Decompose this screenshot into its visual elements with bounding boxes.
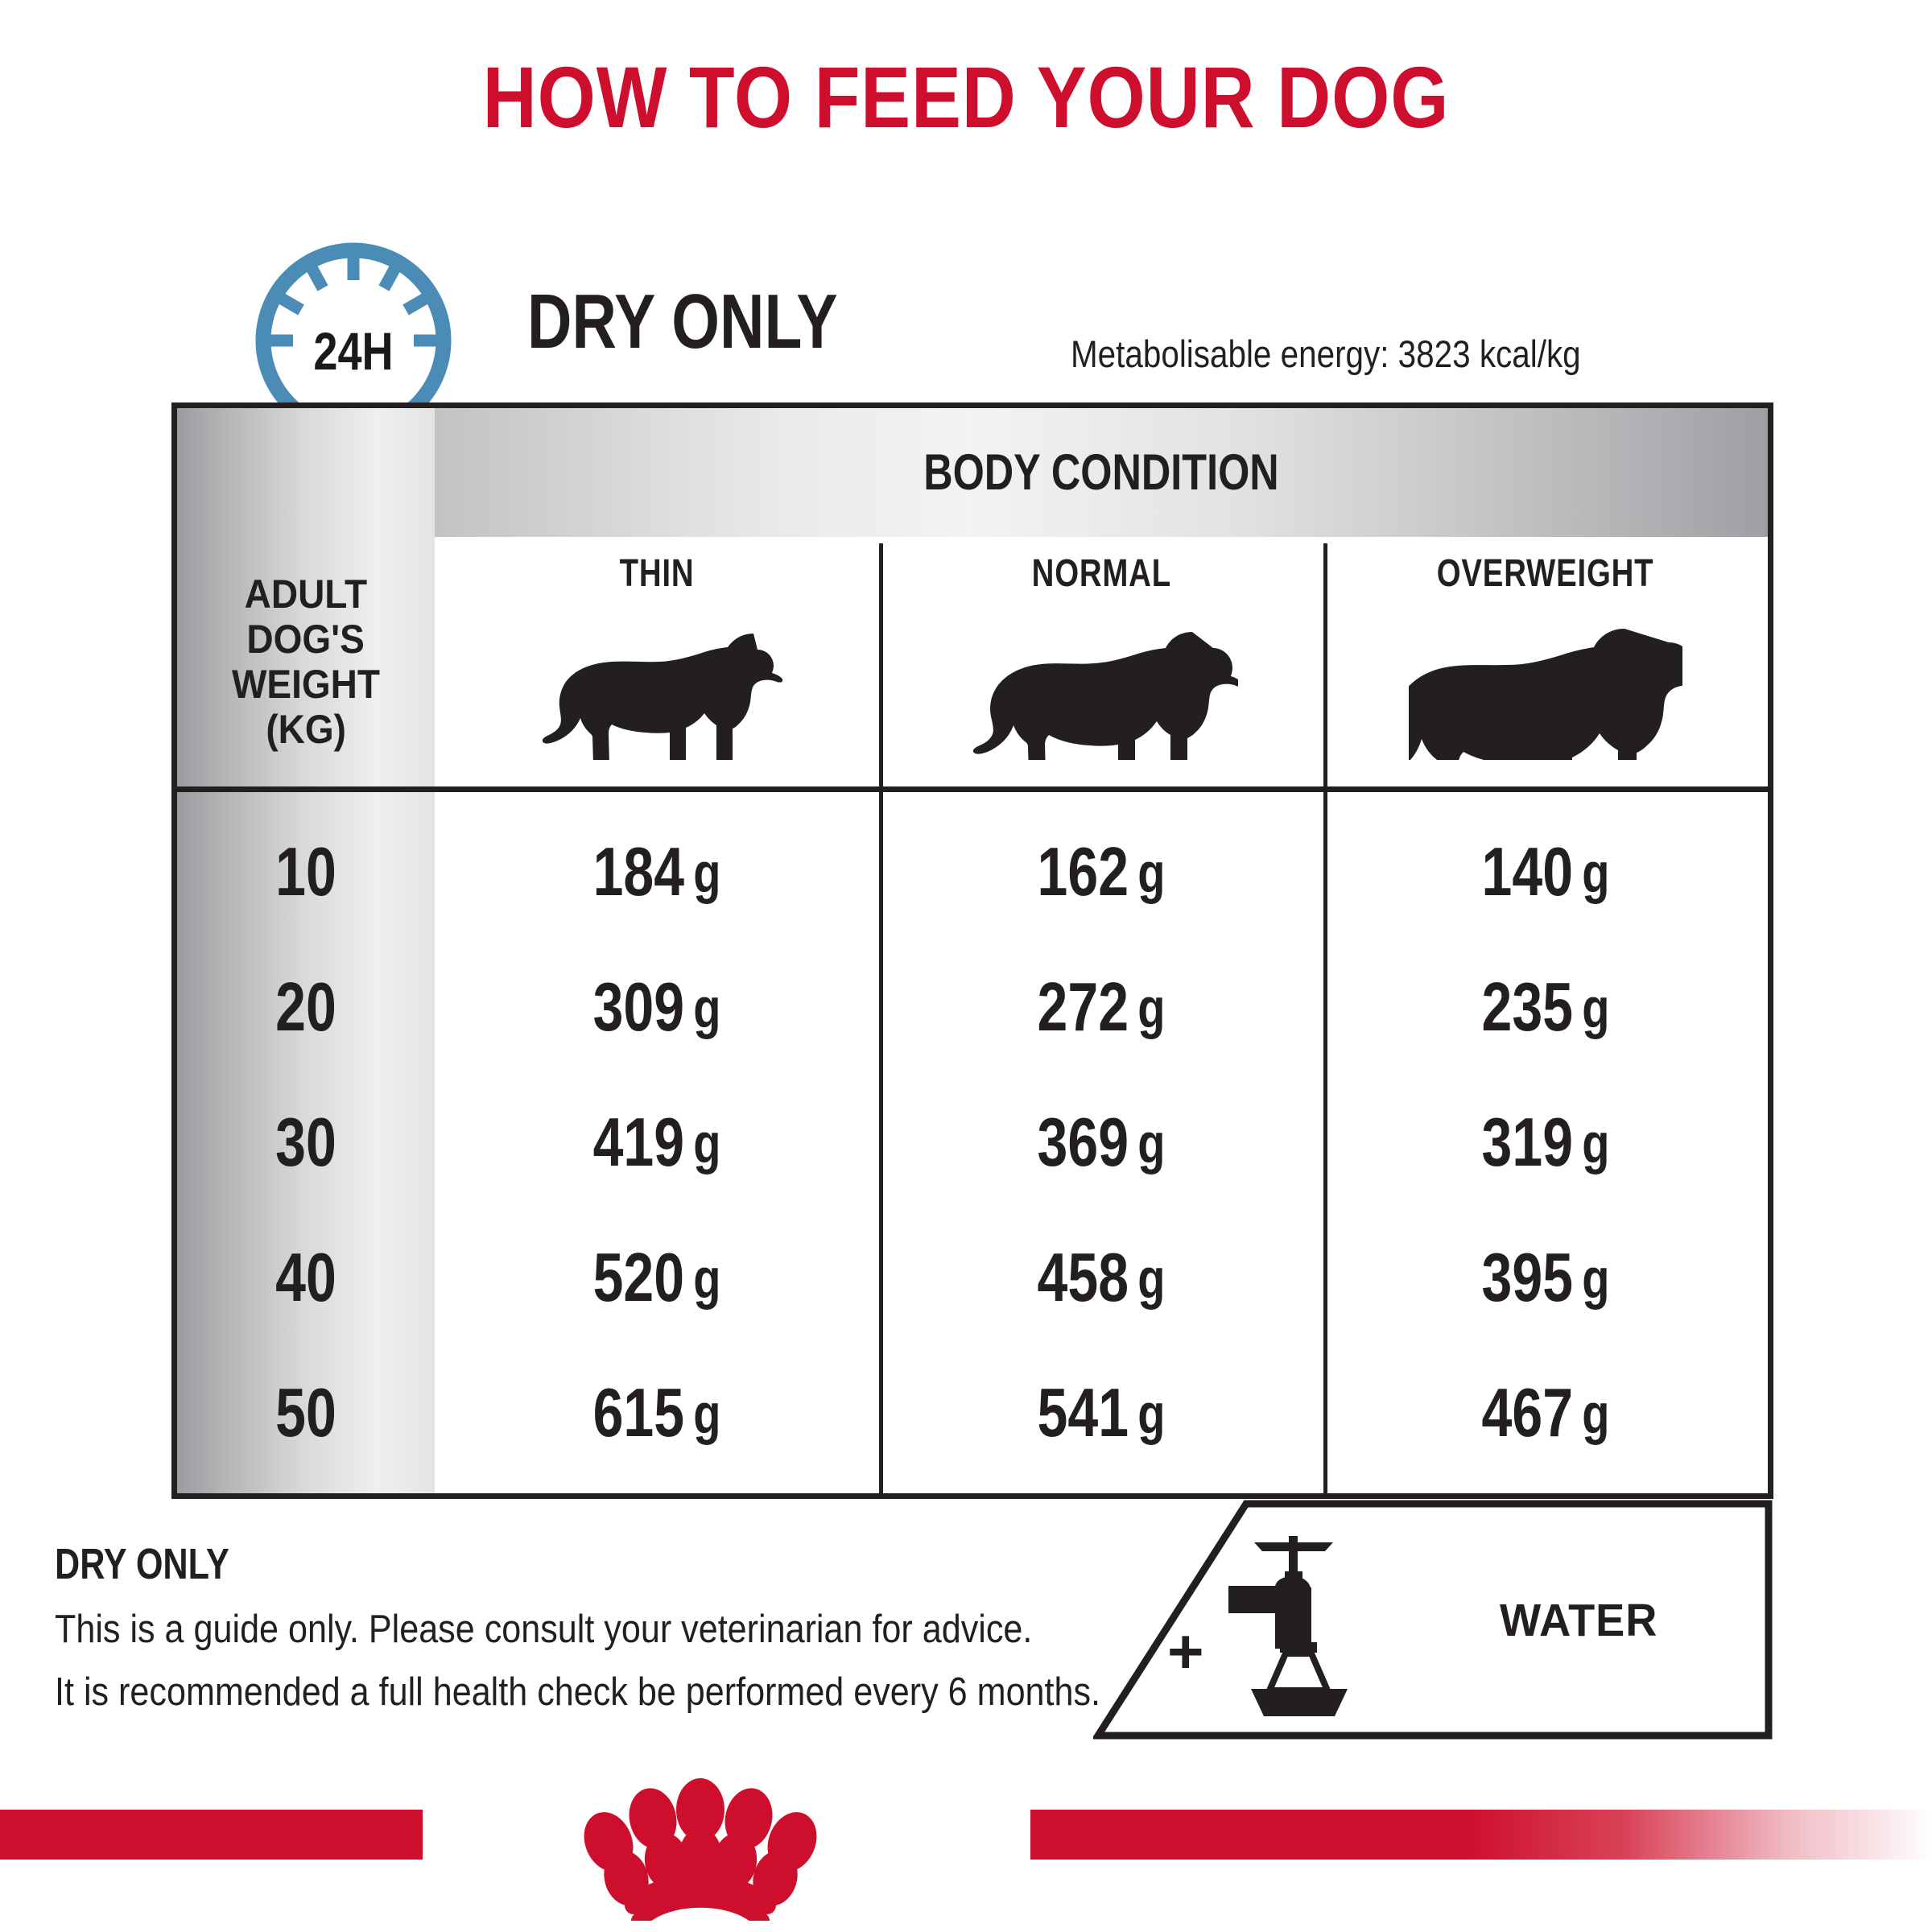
notes-title: DRY ONLY [55,1540,229,1588]
weight-value: 40 [275,1239,336,1316]
amount-unit: g [693,1381,721,1445]
amount-value: 541 [1037,1374,1129,1451]
footer-notes: DRY ONLY This is a guide only. Please co… [55,1539,1222,1715]
condition-label-thin: THIN [619,552,695,595]
amount-column-thin: 184 g 309 g 419 g 520 g 615 g [435,792,879,1493]
weight-value: 20 [275,968,336,1046]
clock-label: 24H [313,321,394,381]
amount-unit: g [1582,840,1610,904]
table-cell: 184 g [479,805,835,940]
condition-label-normal: NORMAL [1031,552,1171,595]
amount-unit: g [693,1246,721,1310]
brand-bar-mid [1030,1810,1203,1860]
amount-unit: g [1137,1381,1166,1445]
amount-unit: g [693,840,721,904]
condition-header-overweight: OVERWEIGHT [1323,537,1768,786]
amount-value: 520 [592,1239,685,1316]
table-cell: 419 g [479,1075,835,1211]
weight-values: 10 20 30 40 50 [177,792,435,1493]
brand-bar-right [1199,1810,1932,1860]
table-cell: 162 g [923,805,1279,940]
amount-value: 395 [1481,1239,1574,1316]
body-condition-label: BODY CONDITION [923,444,1279,501]
clock-24h-icon: 24H [225,242,481,411]
dog-thin-icon [512,607,802,760]
weight-column-header: ADULT DOG'S WEIGHT (KG) [177,537,435,786]
brand-bar-left [0,1810,423,1860]
table-cell: 319 g [1368,1075,1724,1211]
amount-value: 235 [1481,968,1574,1046]
amount-unit: g [1137,1246,1166,1310]
food-type-heading: DRY ONLY [527,279,838,365]
plus-sign: + [1167,1616,1204,1686]
weight-header-line-2: DOG'S [246,617,365,662]
amount-value: 319 [1481,1104,1574,1181]
amount-value: 162 [1037,833,1129,910]
dog-normal-icon [964,607,1238,760]
amount-value: 419 [592,1104,685,1181]
royal-canin-crown-logo [451,1768,1030,1921]
amount-value: 458 [1037,1239,1129,1316]
table-cell: 369 g [923,1075,1279,1211]
feeding-table: BODY CONDITION ADULT DOG'S WEIGHT (KG) T… [171,402,1773,1499]
table-cell: 458 g [923,1211,1279,1346]
weight-header-line-1: ADULT [244,572,368,617]
table-cell: 541 g [923,1346,1279,1481]
table-cell: 235 g [1368,940,1724,1075]
amount-unit: g [1137,840,1166,904]
dog-overweight-icon [1409,607,1682,760]
condition-label-overweight: OVERWEIGHT [1437,552,1654,595]
amount-unit: g [1137,1111,1166,1174]
weight-header-line-3: WEIGHT [231,662,380,707]
condition-header-row: THIN NORMAL OVERWEIGHT [435,537,1768,786]
weight-column [177,408,435,1493]
weight-header-line-4: (KG) [266,707,346,752]
weight-value: 50 [275,1374,336,1451]
amount-unit: g [1582,1381,1610,1445]
notes-line-2: It is recommended a full health check be… [55,1670,1101,1714]
metabolisable-energy-text: Metabolisable energy: 3823 kcal/kg [1071,332,1581,375]
header-divider [177,786,1768,792]
condition-header-normal: NORMAL [879,537,1323,786]
table-cell: 272 g [923,940,1279,1075]
faucet-bowl-icon [1206,1530,1391,1728]
notes-line-1: This is a guide only. Please consult you… [55,1608,1033,1651]
weight-value: 30 [275,1104,336,1181]
table-cell: 520 g [479,1211,835,1346]
table-cell: 615 g [479,1346,835,1481]
table-cell: 309 g [479,940,835,1075]
amount-unit: g [1137,976,1166,1039]
condition-header-thin: THIN [435,537,879,786]
amount-value: 467 [1481,1374,1574,1451]
amount-unit: g [1582,1111,1610,1174]
amount-columns: 184 g 309 g 419 g 520 g 615 g 162 g 272 g 369 g … [435,792,1768,1493]
table-cell: 395 g [1368,1211,1724,1346]
amount-value: 309 [592,968,685,1046]
water-callout: + WATER [1093,1499,1773,1740]
amount-column-normal: 162 g 272 g 369 g 458 g 541 g [879,792,1323,1493]
amount-value: 615 [592,1374,685,1451]
amount-value: 272 [1037,968,1129,1046]
amount-unit: g [1582,1246,1610,1310]
amount-value: 140 [1481,833,1574,910]
amount-unit: g [693,976,721,1039]
water-label: WATER [1500,1595,1658,1646]
body-condition-band [177,408,1768,537]
table-cell: 140 g [1368,805,1724,940]
page-title: HOW TO FEED YOUR DOG [482,48,1450,146]
amount-value: 184 [592,833,685,910]
amount-unit: g [693,1111,721,1174]
body-condition-header: BODY CONDITION [177,408,1768,537]
amount-value: 369 [1037,1104,1129,1181]
weight-value: 10 [275,833,336,910]
table-cell: 467 g [1368,1346,1724,1481]
amount-column-overweight: 140 g 235 g 319 g 395 g 467 g [1323,792,1768,1493]
amount-unit: g [1582,976,1610,1039]
